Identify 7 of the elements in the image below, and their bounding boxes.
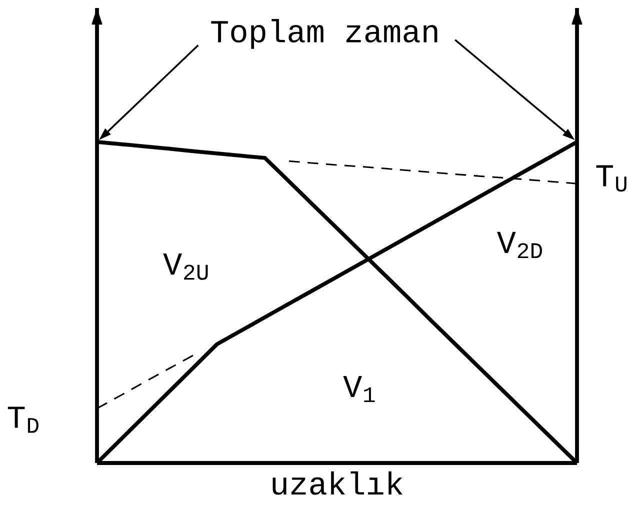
x-axis-title: uzaklık [272,471,402,495]
annotation: V$_{2D}$ [496,232,542,258]
series-label: T$_{U}$ [596,165,626,192]
text: Toplam zaman [211,19,438,49]
annotation: V$_{2U}$ [163,254,208,280]
annotation: V$_{1}$ [343,376,375,402]
series-label: T$_{D}$ [8,406,38,433]
